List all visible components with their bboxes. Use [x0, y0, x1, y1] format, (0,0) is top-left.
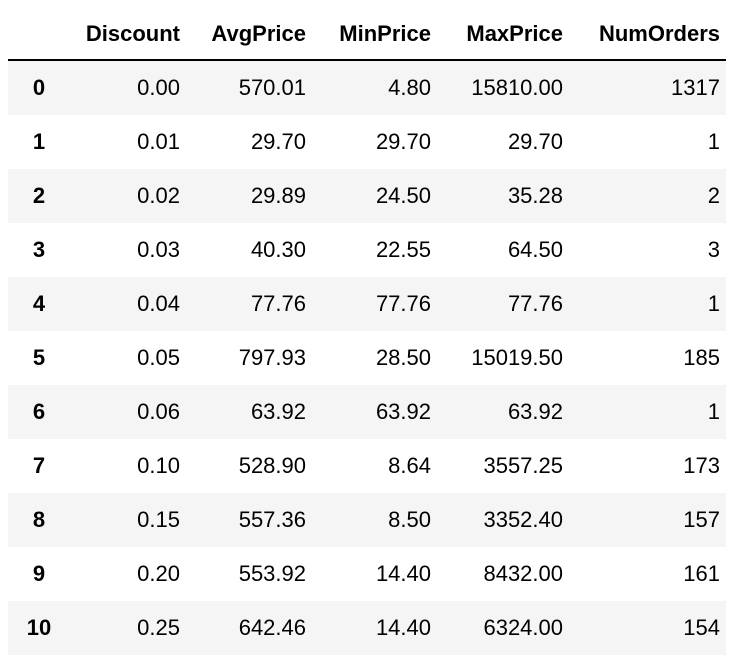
cell-maxprice: 15019.50	[471, 345, 563, 370]
cell-avgprice: 29.70	[250, 129, 306, 154]
header-row: Discount AvgPrice MinPrice MaxPrice NumO…	[8, 8, 726, 61]
cell-minprice: 14.40	[375, 561, 431, 586]
cell-minprice: 8.50	[388, 507, 431, 532]
cell-discount: 0.05	[137, 345, 180, 370]
cell-maxprice: 6324.00	[483, 615, 563, 640]
table-row: 5 0.05 797.93 28.50 15019.50 185	[8, 331, 726, 385]
table-row: 8 0.15 557.36 8.50 3352.40 157	[8, 493, 726, 547]
cell-numorders: 154	[683, 615, 720, 640]
table-row: 2 0.02 29.89 24.50 35.28 2	[8, 169, 726, 223]
row-index: 4	[32, 291, 46, 316]
dataframe-table: Discount AvgPrice MinPrice MaxPrice NumO…	[8, 8, 726, 655]
column-header-discount: Discount	[64, 8, 186, 61]
cell-avgprice: 40.30	[250, 237, 306, 262]
cell-avgprice: 553.92	[238, 561, 306, 586]
table-row: 4 0.04 77.76 77.76 77.76 1	[8, 277, 726, 331]
cell-maxprice: 64.50	[507, 237, 563, 262]
cell-minprice: 29.70	[375, 129, 431, 154]
cell-numorders: 161	[683, 561, 720, 586]
cell-maxprice: 3352.40	[483, 507, 563, 532]
row-index: 3	[32, 237, 46, 262]
table-row: 0 0.00 570.01 4.80 15810.00 1317	[8, 60, 726, 115]
cell-numorders: 173	[683, 453, 720, 478]
row-index: 8	[32, 507, 46, 532]
cell-avgprice: 642.46	[238, 615, 306, 640]
cell-maxprice: 63.92	[507, 399, 563, 424]
cell-numorders: 1	[707, 399, 720, 424]
cell-discount: 0.25	[137, 615, 180, 640]
cell-avgprice: 77.76	[250, 291, 306, 316]
cell-discount: 0.15	[137, 507, 180, 532]
table-header: Discount AvgPrice MinPrice MaxPrice NumO…	[8, 8, 726, 61]
cell-minprice: 77.76	[375, 291, 431, 316]
table-row: 10 0.25 642.46 14.40 6324.00 154	[8, 601, 726, 655]
row-index: 5	[32, 345, 46, 370]
cell-minprice: 28.50	[375, 345, 431, 370]
cell-maxprice: 15810.00	[471, 75, 563, 100]
cell-avgprice: 797.93	[238, 345, 306, 370]
cell-maxprice: 29.70	[507, 129, 563, 154]
cell-avgprice: 528.90	[238, 453, 306, 478]
row-index: 2	[32, 183, 46, 208]
cell-minprice: 4.80	[388, 75, 431, 100]
row-index: 1	[32, 129, 46, 154]
table-row: 1 0.01 29.70 29.70 29.70 1	[8, 115, 726, 169]
cell-numorders: 157	[683, 507, 720, 532]
cell-discount: 0.10	[137, 453, 180, 478]
row-index: 7	[32, 453, 46, 478]
table-body: 0 0.00 570.01 4.80 15810.00 1317 1 0.01 29.70 29.…	[8, 60, 726, 655]
cell-discount: 0.03	[137, 237, 180, 262]
cell-avgprice: 557.36	[238, 507, 306, 532]
cell-minprice: 14.40	[375, 615, 431, 640]
column-header-numorders: NumOrders	[569, 8, 726, 61]
cell-avgprice: 570.01	[238, 75, 306, 100]
cell-minprice: 63.92	[375, 399, 431, 424]
cell-maxprice: 77.76	[507, 291, 563, 316]
row-index: 6	[32, 399, 46, 424]
cell-minprice: 24.50	[375, 183, 431, 208]
index-header	[8, 8, 64, 61]
cell-minprice: 8.64	[388, 453, 431, 478]
cell-avgprice: 63.92	[250, 399, 306, 424]
table-row: 6 0.06 63.92 63.92 63.92 1	[8, 385, 726, 439]
cell-numorders: 2	[707, 183, 720, 208]
table-row: 7 0.10 528.90 8.64 3557.25 173	[8, 439, 726, 493]
row-index: 10	[26, 615, 52, 640]
cell-numorders: 1	[707, 291, 720, 316]
cell-minprice: 22.55	[375, 237, 431, 262]
cell-discount: 0.00	[137, 75, 180, 100]
cell-discount: 0.02	[137, 183, 180, 208]
table-row: 9 0.20 553.92 14.40 8432.00 161	[8, 547, 726, 601]
table-row: 3 0.03 40.30 22.55 64.50 3	[8, 223, 726, 277]
cell-numorders: 1317	[671, 75, 720, 100]
column-header-avgprice: AvgPrice	[186, 8, 312, 61]
cell-numorders: 185	[683, 345, 720, 370]
column-header-minprice: MinPrice	[312, 8, 437, 61]
cell-discount: 0.20	[137, 561, 180, 586]
cell-discount: 0.04	[137, 291, 180, 316]
row-index: 0	[32, 75, 46, 100]
cell-numorders: 1	[707, 129, 720, 154]
column-header-maxprice: MaxPrice	[437, 8, 569, 61]
cell-avgprice: 29.89	[250, 183, 306, 208]
cell-maxprice: 35.28	[507, 183, 563, 208]
cell-discount: 0.01	[137, 129, 180, 154]
cell-numorders: 3	[707, 237, 720, 262]
cell-discount: 0.06	[137, 399, 180, 424]
cell-maxprice: 8432.00	[483, 561, 563, 586]
row-index: 9	[32, 561, 46, 586]
cell-maxprice: 3557.25	[483, 453, 563, 478]
